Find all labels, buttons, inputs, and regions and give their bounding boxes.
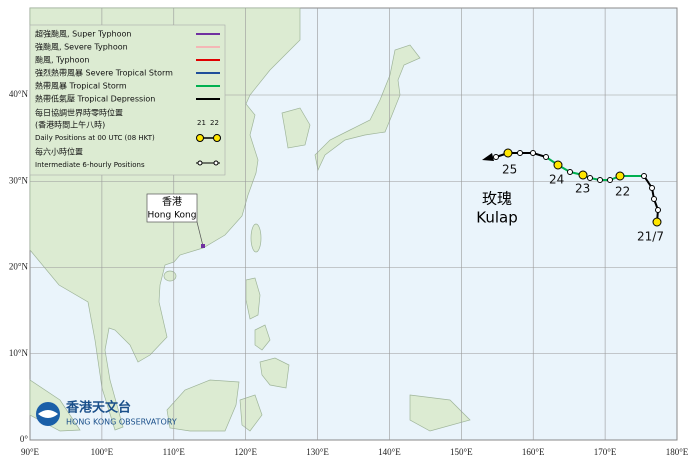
legend-label: 強烈熱帶風暴 Severe Tropical Storm	[35, 68, 173, 78]
place-marker	[201, 244, 205, 248]
x-axis-label: 150°E	[450, 447, 473, 457]
legend: 超強颱風, Super Typhoon 強颱風, Severe Typhoon 颱風…	[29, 24, 226, 176]
y-axis-label: 40°N	[9, 89, 29, 99]
graticule	[30, 8, 677, 440]
legend-six-dot	[197, 160, 203, 166]
x-axis-label: 100°E	[91, 447, 114, 457]
track-arrow	[482, 153, 494, 161]
legend-items: 超強颱風, Super Typhoon 強颱風, Severe Typhoon 颱風…	[35, 29, 220, 104]
legend-box	[29, 24, 226, 176]
storm-name-cn: 玫瑰	[482, 190, 512, 208]
legend-daily-cn: 每日協調世界時零時位置	[35, 108, 123, 118]
legend-six-cn: 每六小時位置	[35, 147, 83, 157]
legend-label: 超強颱風, Super Typhoon	[35, 29, 131, 39]
legend-sample: 21	[197, 119, 206, 127]
x-axis-label: 130°E	[306, 447, 329, 457]
y-axis-label: 0°	[20, 434, 29, 444]
logo-wave	[38, 410, 58, 418]
daily-points	[503, 148, 662, 227]
legend-sample: 22	[210, 119, 219, 127]
x-axis-label: 160°E	[522, 447, 545, 457]
day-label: 23	[575, 182, 590, 196]
axis-labels: 90°E 100°E 110°E 120°E 130°E 140°E 150°E 160°E 1…	[9, 89, 689, 457]
legend-label: 熱帶風暴 Tropical Storm	[35, 81, 127, 91]
place-name-cn: 香港	[162, 196, 182, 208]
legend-daily-en: Daily Positions at 00 UTC (08 HKT)	[35, 134, 155, 142]
place-pointer	[196, 221, 204, 247]
legend-sample-dot	[213, 134, 221, 142]
day-label: 24	[549, 173, 564, 187]
legend-six-en: Intermediate 6-hourly Positions	[35, 161, 145, 169]
legend-label: 強颱風, Severe Typhoon	[35, 42, 128, 52]
storm-name-en: Kulap	[476, 209, 517, 227]
storm-track: 25 24 23 22 21/7	[482, 148, 664, 244]
legend-sample-dot	[196, 134, 204, 142]
legend-six-dot	[213, 160, 219, 166]
day-label: 25	[502, 163, 517, 177]
place-box	[146, 193, 198, 223]
x-axis-label: 90°E	[21, 447, 40, 457]
y-axis-label: 10°N	[9, 348, 29, 358]
logo-name-cn: 香港天文台	[65, 400, 131, 416]
logo: 香港天文台 HONG KONG OBSERVATORY	[36, 400, 177, 427]
legend-label: 熱帶低氣壓 Tropical Depression	[35, 94, 155, 104]
x-axis-label: 170°E	[594, 447, 617, 457]
six-hourly-points	[493, 150, 661, 213]
logo-name-en: HONG KONG OBSERVATORY	[66, 418, 177, 427]
x-axis-label: 180°E	[666, 447, 689, 457]
x-axis-label: 110°E	[163, 447, 186, 457]
y-axis-label: 30°N	[9, 175, 29, 185]
legend-daily-cn: (香港時間上午八時)	[35, 120, 105, 130]
x-axis-label: 120°E	[234, 447, 257, 457]
day-label: 22	[615, 185, 630, 199]
legend-label: 颱風, Typhoon	[35, 56, 89, 65]
place-name-en: Hong Kong	[148, 211, 197, 221]
y-axis-label: 20°N	[9, 262, 29, 272]
x-axis-label: 140°E	[378, 447, 401, 457]
day-label: 21/7	[637, 230, 664, 244]
